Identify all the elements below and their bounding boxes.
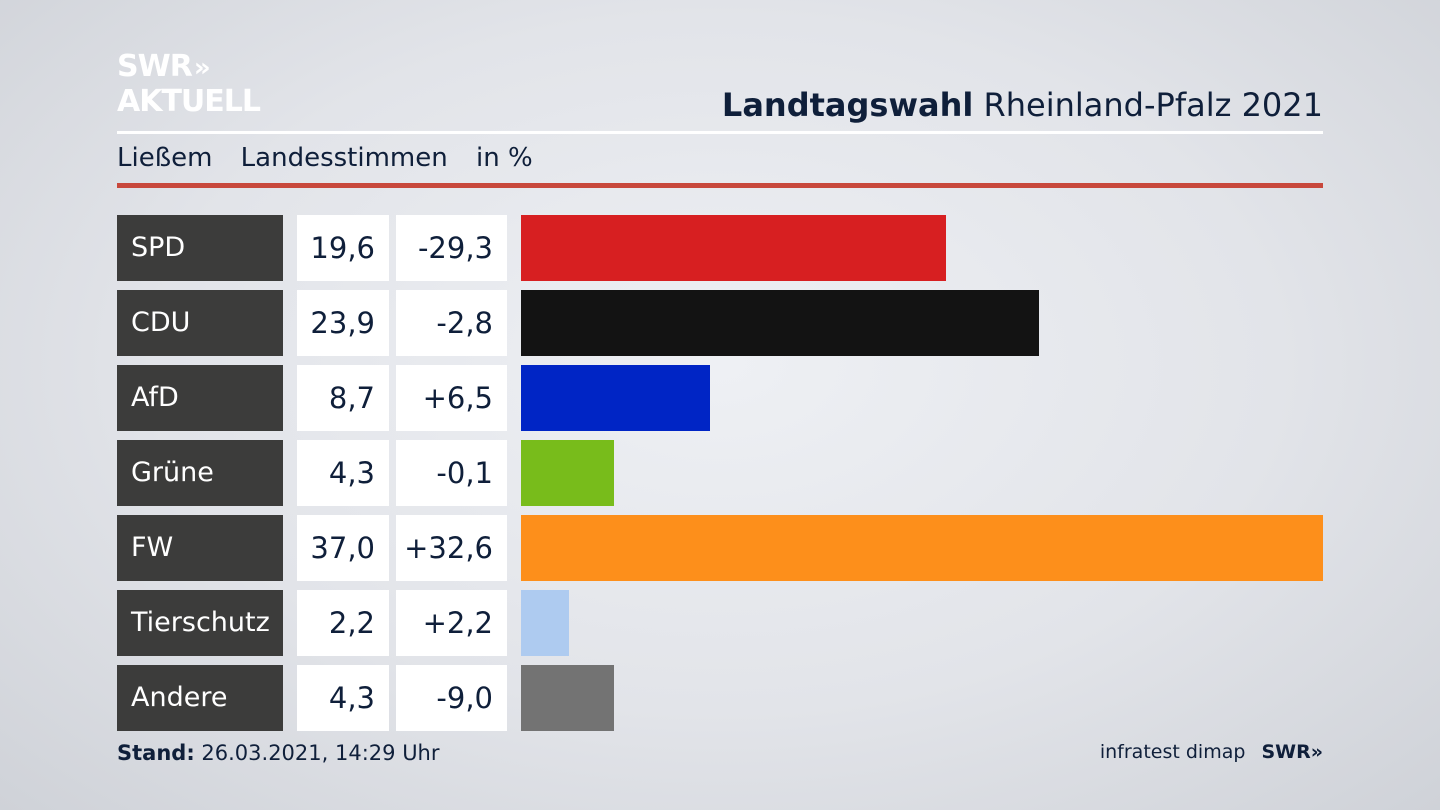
- timestamp: Stand: 26.03.2021, 14:29 Uhr: [117, 741, 440, 765]
- result-row: Tierschutz 2,2 +2,2: [117, 590, 1323, 656]
- change-value: -9,0: [396, 665, 507, 731]
- result-row: Andere 4,3 -9,0: [117, 665, 1323, 731]
- change-value: +32,6: [396, 515, 507, 581]
- result-row: SPD 19,6 -29,3: [117, 215, 1323, 281]
- result-row: AfD 8,7 +6,5: [117, 365, 1323, 431]
- party-label: CDU: [117, 290, 283, 356]
- result-bar: [521, 215, 946, 281]
- vote-share-value: 2,2: [297, 590, 389, 656]
- change-value: -0,1: [396, 440, 507, 506]
- subtitle: Ließem Landesstimmen in %: [117, 143, 553, 173]
- result-bar: [521, 440, 615, 506]
- stand-value: 26.03.2021, 14:29 Uhr: [201, 741, 440, 765]
- result-bar: [521, 515, 1323, 581]
- result-bar: [521, 665, 615, 731]
- logo-arrows-icon: »: [193, 53, 211, 83]
- logo-swr-text: SWR: [117, 49, 193, 84]
- vote-share-value: 4,3: [297, 440, 389, 506]
- source-label: infratest dimap: [1099, 741, 1246, 763]
- subtitle-place: Ließem: [117, 143, 213, 173]
- result-row: FW 37,0 +32,6: [117, 515, 1323, 581]
- vote-share-value: 8,7: [297, 365, 389, 431]
- party-label: FW: [117, 515, 283, 581]
- stand-label: Stand:: [117, 741, 195, 765]
- title-rest: Rheinland-Pfalz 2021: [983, 86, 1323, 124]
- party-label: Grüne: [117, 440, 283, 506]
- change-value: -29,3: [396, 215, 507, 281]
- vote-share-value: 37,0: [297, 515, 389, 581]
- change-value: +2,2: [396, 590, 507, 656]
- result-row: Grüne 4,3 -0,1: [117, 440, 1323, 506]
- logo-aktuell-text: AKTUELL: [117, 84, 261, 119]
- swr-aktuell-logo: SWR» AKTUELL: [117, 49, 261, 119]
- party-label: Tierschutz: [117, 590, 283, 656]
- vote-share-value: 19,6: [297, 215, 389, 281]
- accent-divider: [117, 183, 1323, 188]
- title-bold: Landtagswahl: [721, 86, 974, 124]
- party-label: Andere: [117, 665, 283, 731]
- change-value: +6,5: [396, 365, 507, 431]
- result-row: CDU 23,9 -2,8: [117, 290, 1323, 356]
- change-value: -2,8: [396, 290, 507, 356]
- party-label: AfD: [117, 365, 283, 431]
- vote-share-value: 4,3: [297, 665, 389, 731]
- result-bar: [521, 365, 710, 431]
- subtitle-type: Landesstimmen: [240, 143, 448, 173]
- vote-share-value: 23,9: [297, 290, 389, 356]
- page-title: Landtagswahl Rheinland-Pfalz 2021: [722, 86, 1323, 124]
- header-divider: [117, 131, 1323, 134]
- result-bar: [521, 590, 569, 656]
- source-credit: infratest dimap SWR»: [1100, 741, 1323, 763]
- result-bar: [521, 290, 1040, 356]
- subtitle-unit: in %: [475, 143, 533, 173]
- swr-logo: SWR»: [1261, 741, 1323, 763]
- party-label: SPD: [117, 215, 283, 281]
